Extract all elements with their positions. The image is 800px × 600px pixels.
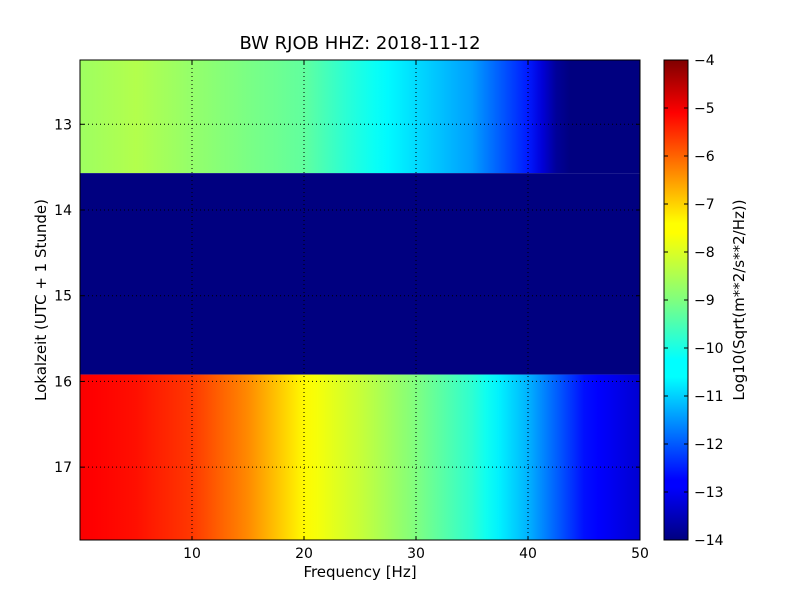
x-axis: 10 20 30 40 50 bbox=[183, 60, 649, 562]
colorbar-tick-label: −4 bbox=[694, 53, 715, 69]
colorbar-tick-label: −9 bbox=[694, 293, 715, 309]
colorbar-tick-label: −7 bbox=[694, 197, 715, 213]
heatmap-cell bbox=[80, 374, 640, 540]
y-axis: 13 14 15 16 17 bbox=[54, 117, 640, 476]
plot-frame bbox=[79, 59, 641, 541]
x-axis-label: Frequency [Hz] bbox=[303, 563, 416, 581]
heatmap-layer bbox=[80, 60, 640, 540]
heatmap-cell bbox=[80, 60, 640, 174]
y-tick-label: 17 bbox=[54, 460, 72, 476]
colorbar-tick-label: −11 bbox=[694, 389, 724, 405]
heatmap-band bbox=[80, 173, 640, 375]
colorbar-axis: −4 −5 −6 −7 −8 −9 −10 −11 −12 −13 −14 bbox=[664, 53, 724, 549]
y-tick-label: 15 bbox=[54, 289, 72, 305]
colorbar-tick-label: −13 bbox=[694, 485, 724, 501]
y-axis-label: Lokalzeit (UTC + 1 Stunde) bbox=[32, 199, 50, 401]
chart-title: BW RJOB HHZ: 2018-11-12 bbox=[239, 33, 480, 54]
x-tick-label: 10 bbox=[183, 546, 201, 562]
x-tick-label: 30 bbox=[407, 546, 425, 562]
x-tick-label: 50 bbox=[631, 546, 649, 562]
heatmap-band bbox=[80, 374, 640, 540]
y-tick-label: 16 bbox=[54, 374, 72, 390]
colorbar-tick-label: −10 bbox=[694, 341, 724, 357]
colorbar-tick-label: −8 bbox=[694, 245, 715, 261]
colorbar-tick-label: −5 bbox=[694, 101, 715, 117]
colorbar-tick-label: −12 bbox=[694, 437, 724, 453]
x-tick-label: 40 bbox=[519, 546, 537, 562]
heatmap-band bbox=[80, 60, 640, 174]
colorbar-tick-label: −14 bbox=[694, 533, 724, 549]
colorbar-label: Log10(Sqrt(m**2/s**2/Hz)) bbox=[730, 199, 748, 400]
colorbar-tick-label: −6 bbox=[694, 149, 715, 165]
heatmap-cell bbox=[80, 173, 640, 375]
x-tick-label: 20 bbox=[295, 546, 313, 562]
y-tick-label: 13 bbox=[54, 117, 72, 133]
y-tick-label: 14 bbox=[54, 203, 72, 219]
